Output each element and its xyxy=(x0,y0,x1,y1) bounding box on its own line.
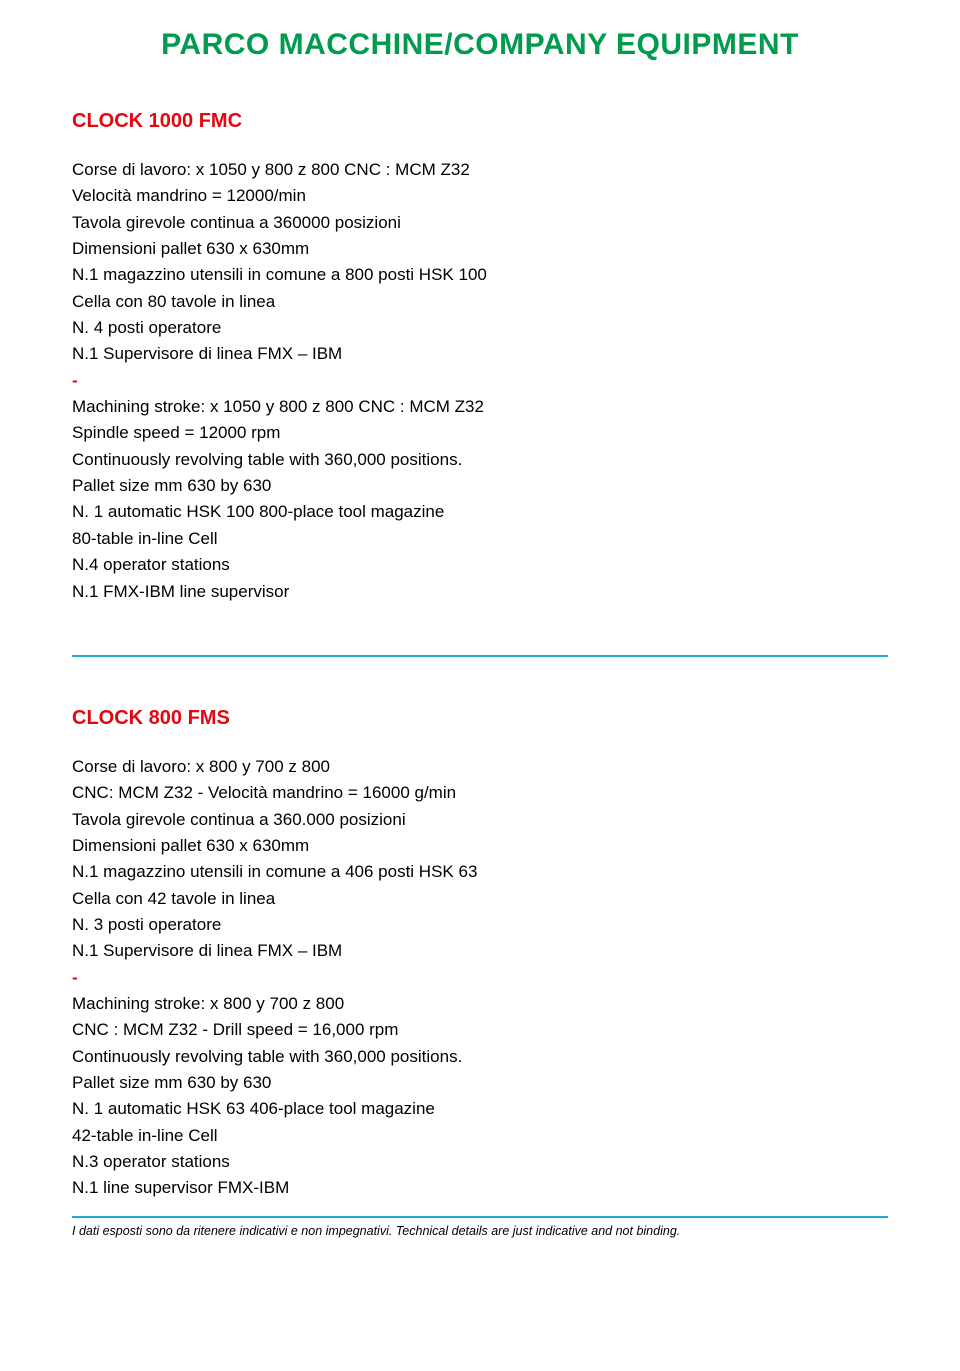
spec-line: N. 3 posti operatore xyxy=(72,912,888,938)
spec-line: Velocità mandrino = 12000/min xyxy=(72,183,888,209)
spec-line: Corse di lavoro: x 1050 y 800 z 800 CNC … xyxy=(72,157,888,183)
spec-line: CNC: MCM Z32 - Velocità mandrino = 16000… xyxy=(72,780,888,806)
spec-line: Corse di lavoro: x 800 y 700 z 800 xyxy=(72,754,888,780)
section-clock-1000: CLOCK 1000 FMC Corse di lavoro: x 1050 y… xyxy=(72,110,888,605)
spec-line: Machining stroke: x 800 y 700 z 800 xyxy=(72,991,888,1017)
footer-disclaimer: I dati esposti sono da ritenere indicati… xyxy=(72,1224,888,1238)
spec-line: N.3 operator stations xyxy=(72,1149,888,1175)
spec-line: N.1 magazzino utensili in comune a 406 p… xyxy=(72,859,888,885)
section-clock-800: CLOCK 800 FMS Corse di lavoro: x 800 y 7… xyxy=(72,707,888,1202)
separator-dash: - xyxy=(72,965,888,991)
section-heading: CLOCK 800 FMS xyxy=(72,707,888,730)
spec-line: N. 1 automatic HSK 100 800-place tool ma… xyxy=(72,499,888,525)
spec-line: Continuously revolving table with 360,00… xyxy=(72,447,888,473)
spec-line: N.4 operator stations xyxy=(72,552,888,578)
spec-line: Tavola girevole continua a 360.000 posiz… xyxy=(72,807,888,833)
spec-line: Tavola girevole continua a 360000 posizi… xyxy=(72,210,888,236)
spec-line: N.1 FMX-IBM line supervisor xyxy=(72,579,888,605)
spec-line: N.1 line supervisor FMX-IBM xyxy=(72,1175,888,1201)
spec-line: N. 1 automatic HSK 63 406-place tool mag… xyxy=(72,1096,888,1122)
spec-line: Pallet size mm 630 by 630 xyxy=(72,1070,888,1096)
page-title: PARCO MACCHINE/COMPANY EQUIPMENT xyxy=(72,28,888,62)
spec-line: N.1 Supervisore di linea FMX – IBM xyxy=(72,938,888,964)
spec-line: Cella con 42 tavole in linea xyxy=(72,886,888,912)
spec-line: Cella con 80 tavole in linea xyxy=(72,289,888,315)
spec-line: Machining stroke: x 1050 y 800 z 800 CNC… xyxy=(72,394,888,420)
separator-dash: - xyxy=(72,368,888,394)
spec-line: N.1 magazzino utensili in comune a 800 p… xyxy=(72,262,888,288)
section-heading: CLOCK 1000 FMC xyxy=(72,110,888,133)
spec-line: CNC : MCM Z32 - Drill speed = 16,000 rpm xyxy=(72,1017,888,1043)
spec-line: 80-table in-line Cell xyxy=(72,526,888,552)
spec-line: Dimensioni pallet 630 x 630mm xyxy=(72,833,888,859)
section-divider xyxy=(72,1216,888,1218)
spec-line: Pallet size mm 630 by 630 xyxy=(72,473,888,499)
section-divider xyxy=(72,655,888,657)
spec-line: N.1 Supervisore di linea FMX – IBM xyxy=(72,341,888,367)
spec-line: Spindle speed = 12000 rpm xyxy=(72,420,888,446)
spec-line: Continuously revolving table with 360,00… xyxy=(72,1044,888,1070)
spec-line: 42-table in-line Cell xyxy=(72,1123,888,1149)
document-page: PARCO MACCHINE/COMPANY EQUIPMENT CLOCK 1… xyxy=(0,0,960,1258)
spec-line: N. 4 posti operatore xyxy=(72,315,888,341)
spec-line: Dimensioni pallet 630 x 630mm xyxy=(72,236,888,262)
